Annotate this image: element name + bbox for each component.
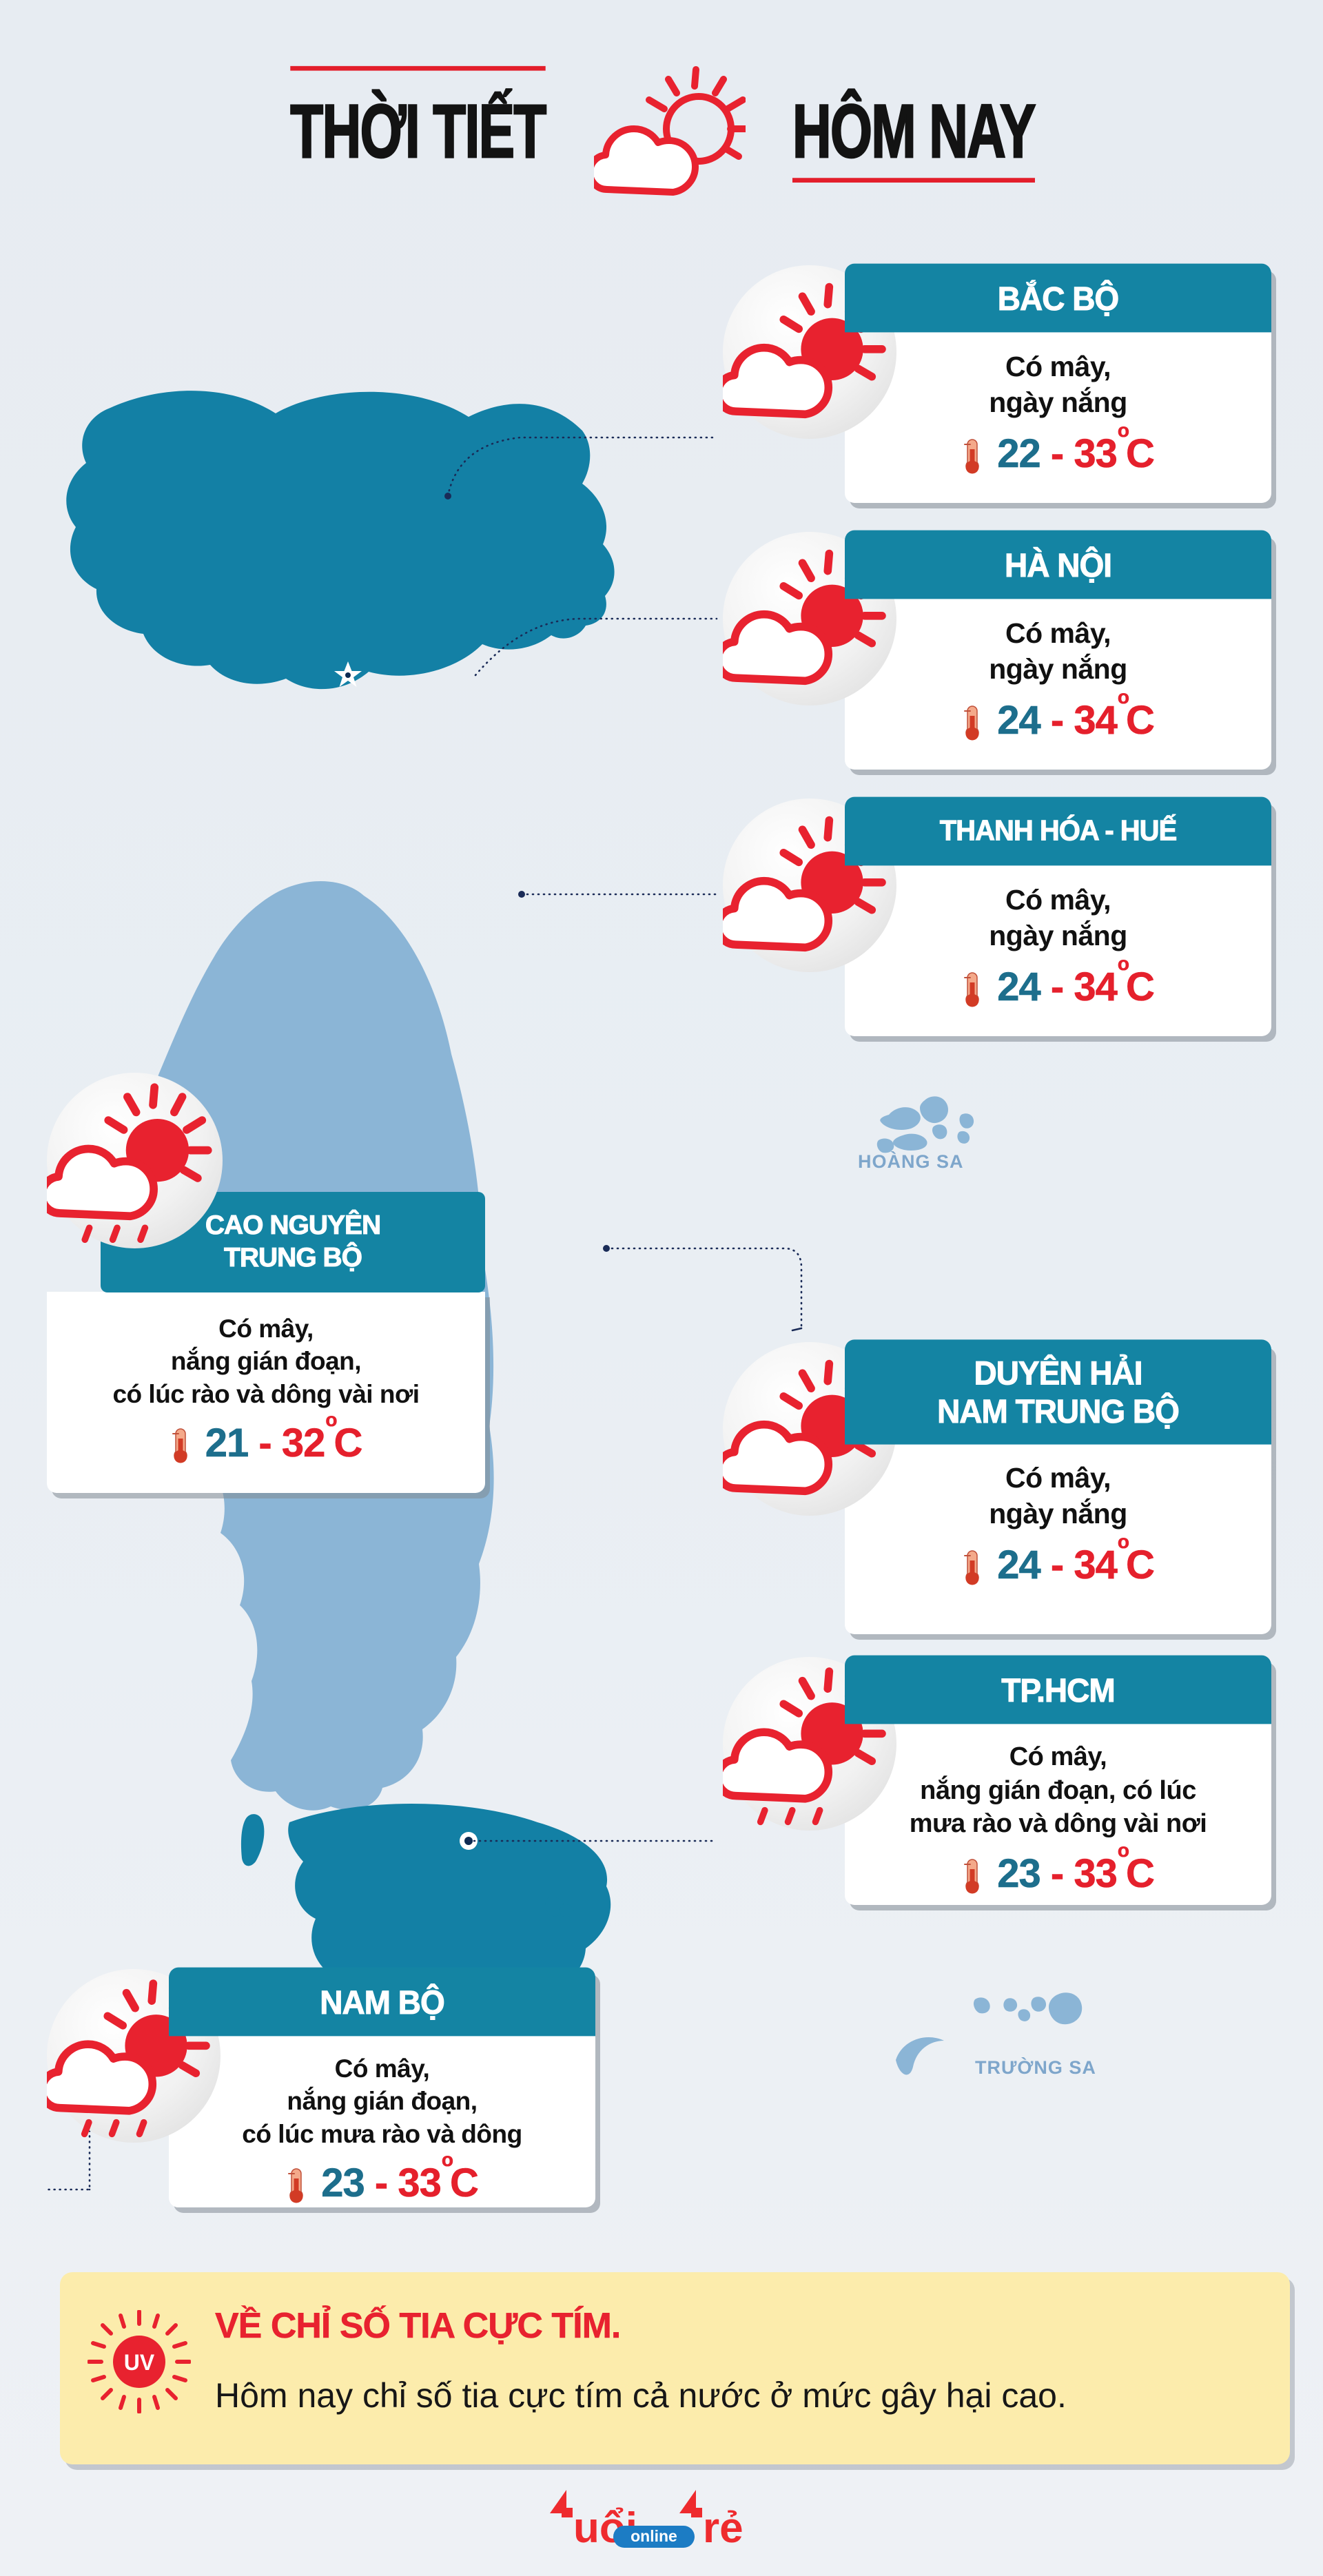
svg-text:HOÀNG SA: HOÀNG SA	[858, 1151, 964, 1172]
svg-text:online: online	[630, 2527, 677, 2545]
svg-text:TRƯỜNG SA: TRƯỜNG SA	[975, 2057, 1096, 2078]
svg-text:UV: UV	[124, 2350, 155, 2375]
svg-text:rẻ: rẻ	[703, 2504, 743, 2549]
